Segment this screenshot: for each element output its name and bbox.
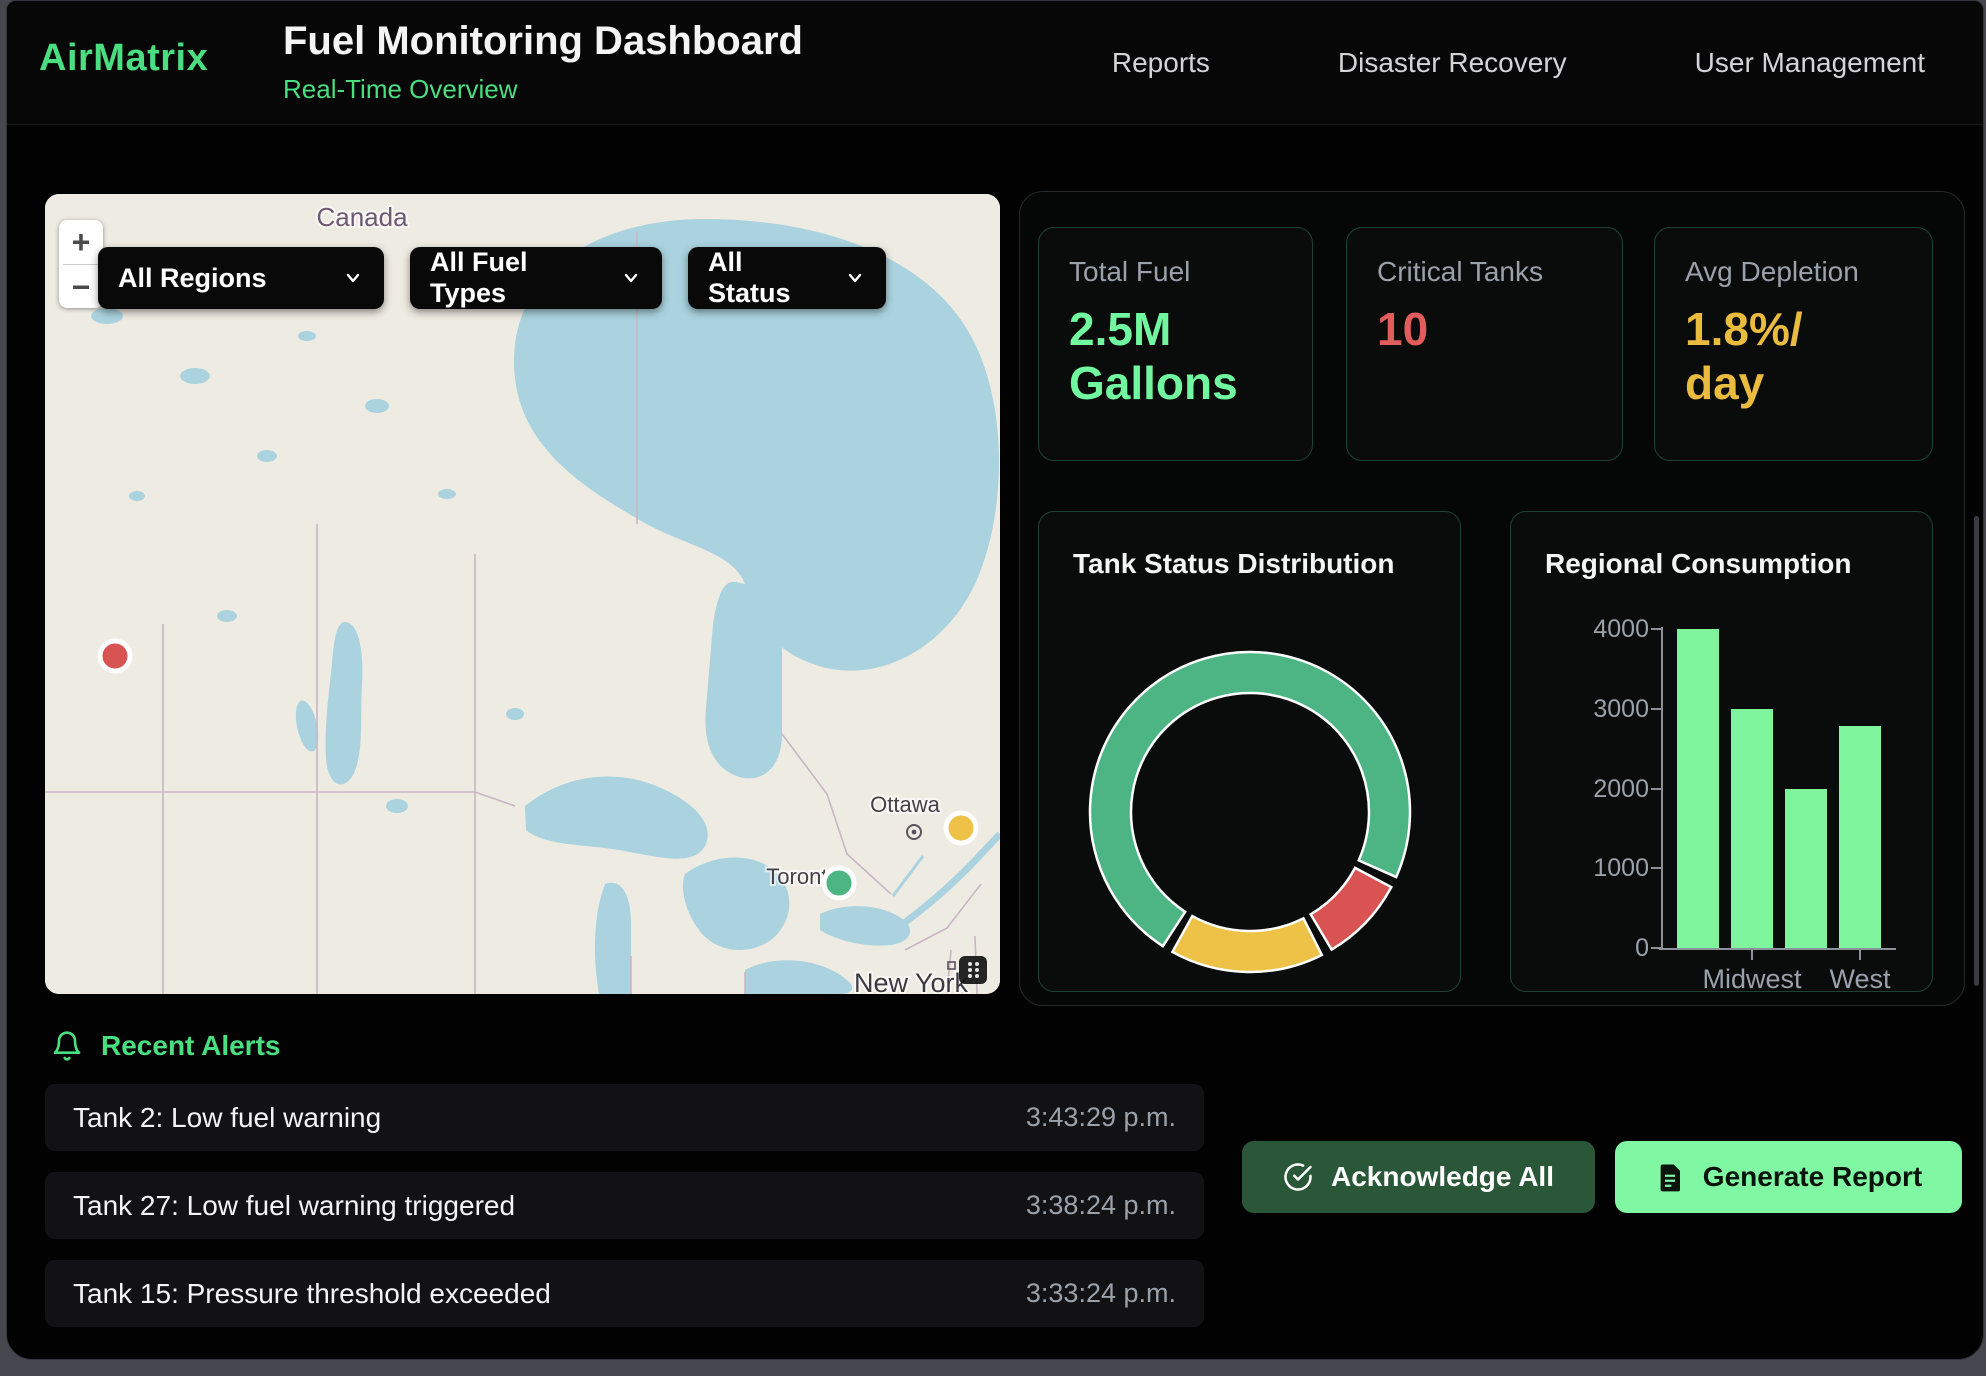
app-window: AirMatrix Fuel Monitoring Dashboard Real…: [6, 0, 1984, 1360]
donut-chart: [1039, 512, 1461, 992]
page-scrollbar[interactable]: [1974, 516, 1979, 986]
status-filter-value: All Status: [708, 247, 830, 309]
metrics-panel: Total Fuel 2.5MGallons Critical Tanks 10…: [1019, 191, 1965, 1006]
bell-icon: [51, 1029, 83, 1063]
y-tick-mark: [1651, 628, 1661, 630]
y-tick-label: 4000: [1529, 615, 1649, 644]
zoom-out-button[interactable]: −: [59, 265, 103, 309]
fuel-type-filter-dropdown[interactable]: All Fuel Types: [410, 247, 662, 309]
bar-chart: 01000200030004000MidwestWest: [1511, 512, 1933, 992]
map-label-ottawa: Ottawa: [870, 792, 940, 817]
y-tick-mark: [1651, 708, 1661, 710]
stat-card-critical-tanks: Critical Tanks 10: [1346, 227, 1623, 461]
app-logo: AirMatrix: [39, 37, 208, 80]
bar-west[interactable]: [1839, 726, 1881, 948]
page: AirMatrix Fuel Monitoring Dashboard Real…: [0, 0, 1986, 1376]
alert-timestamp: 3:38:24 p.m.: [1026, 1190, 1176, 1221]
alert-message: Tank 27: Low fuel warning triggered: [73, 1190, 515, 1222]
header: AirMatrix Fuel Monitoring Dashboard Real…: [7, 1, 1983, 125]
y-tick-mark: [1651, 867, 1661, 869]
map-marker-normal[interactable]: [824, 868, 854, 898]
alert-row[interactable]: Tank 15: Pressure threshold exceeded 3:3…: [45, 1260, 1204, 1327]
stat-label: Critical Tanks: [1377, 256, 1592, 288]
alert-row[interactable]: Tank 2: Low fuel warning 3:43:29 p.m.: [45, 1084, 1204, 1151]
x-tick-mark: [1751, 950, 1753, 960]
nav-item-user-management[interactable]: User Management: [1695, 47, 1925, 79]
alert-timestamp: 3:33:24 p.m.: [1026, 1278, 1176, 1309]
chevron-down-icon: [844, 267, 866, 289]
stat-card-avg-depletion: Avg Depletion 1.8%/day: [1654, 227, 1933, 461]
x-tick-label: West: [1790, 964, 1930, 992]
stat-value-critical-tanks: 10: [1377, 302, 1592, 356]
map-label-newyork: New York: [854, 968, 969, 994]
bar-midwest[interactable]: [1731, 709, 1773, 948]
region-filter-value: All Regions: [118, 263, 267, 294]
page-title: Fuel Monitoring Dashboard: [283, 19, 803, 64]
map-label-country: Canada: [316, 202, 408, 232]
water-lake-michigan: [595, 883, 631, 994]
map-zoom-control: + −: [59, 220, 103, 308]
acknowledge-all-label: Acknowledge All: [1331, 1161, 1554, 1193]
map-canvas[interactable]: Canada Ottawa Toronto New York: [45, 194, 1000, 994]
donut-segment-critical[interactable]: [1311, 868, 1392, 950]
stat-value-total-fuel: 2.5MGallons: [1069, 302, 1282, 411]
chevron-down-icon: [342, 267, 364, 289]
map-marker-critical[interactable]: [100, 641, 130, 671]
check-circle-icon: [1283, 1162, 1313, 1192]
donut-segment-warning[interactable]: [1172, 916, 1321, 972]
acknowledge-all-button[interactable]: Acknowledge All: [1242, 1141, 1595, 1213]
fuel-type-filter-value: All Fuel Types: [430, 247, 606, 309]
zoom-in-button[interactable]: +: [59, 220, 103, 264]
stat-label: Total Fuel: [1069, 256, 1282, 288]
stat-card-total-fuel: Total Fuel 2.5MGallons: [1038, 227, 1313, 461]
regional-consumption-chart-card: Regional Consumption 01000200030004000Mi…: [1510, 511, 1933, 992]
map-panel[interactable]: Canada Ottawa Toronto New York + − All R…: [45, 194, 1000, 994]
x-tick-mark: [1859, 950, 1861, 960]
nav-item-reports[interactable]: Reports: [1112, 47, 1210, 79]
y-tick-mark: [1651, 947, 1661, 949]
y-tick-label: 1000: [1529, 854, 1649, 883]
water-james-bay: [705, 582, 782, 779]
y-tick-label: 2000: [1529, 775, 1649, 804]
map-marker-warning[interactable]: [946, 813, 976, 843]
alert-row[interactable]: Tank 27: Low fuel warning triggered 3:38…: [45, 1172, 1204, 1239]
generate-report-label: Generate Report: [1703, 1161, 1922, 1193]
report-document-icon: [1655, 1162, 1685, 1192]
generate-report-button[interactable]: Generate Report: [1615, 1141, 1962, 1213]
chevron-down-icon: [620, 267, 642, 289]
nav-item-disaster-recovery[interactable]: Disaster Recovery: [1338, 47, 1567, 79]
alert-message: Tank 2: Low fuel warning: [73, 1102, 381, 1134]
stat-value-avg-depletion: 1.8%/day: [1685, 302, 1902, 411]
page-subtitle: Real-Time Overview: [283, 74, 803, 105]
alerts-header: Recent Alerts: [51, 1029, 280, 1063]
map-filters: All Regions All Fuel Types All Status: [98, 247, 886, 309]
main-nav: Reports Disaster Recovery User Managemen…: [1112, 1, 1925, 125]
tank-status-chart-card: Tank Status Distribution: [1038, 511, 1461, 992]
status-filter-dropdown[interactable]: All Status: [688, 247, 886, 309]
alert-timestamp: 3:43:29 p.m.: [1026, 1102, 1176, 1133]
title-block: Fuel Monitoring Dashboard Real-Time Over…: [283, 19, 803, 105]
y-tick-label: 3000: [1529, 695, 1649, 724]
region-filter-dropdown[interactable]: All Regions: [98, 247, 384, 309]
y-tick-label: 0: [1529, 934, 1649, 963]
bar-region-1[interactable]: [1677, 629, 1719, 948]
stat-label: Avg Depletion: [1685, 256, 1902, 288]
bar-region-3[interactable]: [1785, 789, 1827, 949]
y-tick-mark: [1651, 788, 1661, 790]
map-drag-handle-icon[interactable]: [959, 956, 987, 984]
alert-message: Tank 15: Pressure threshold exceeded: [73, 1278, 551, 1310]
alerts-title: Recent Alerts: [101, 1030, 280, 1062]
y-axis-line: [1661, 627, 1663, 950]
